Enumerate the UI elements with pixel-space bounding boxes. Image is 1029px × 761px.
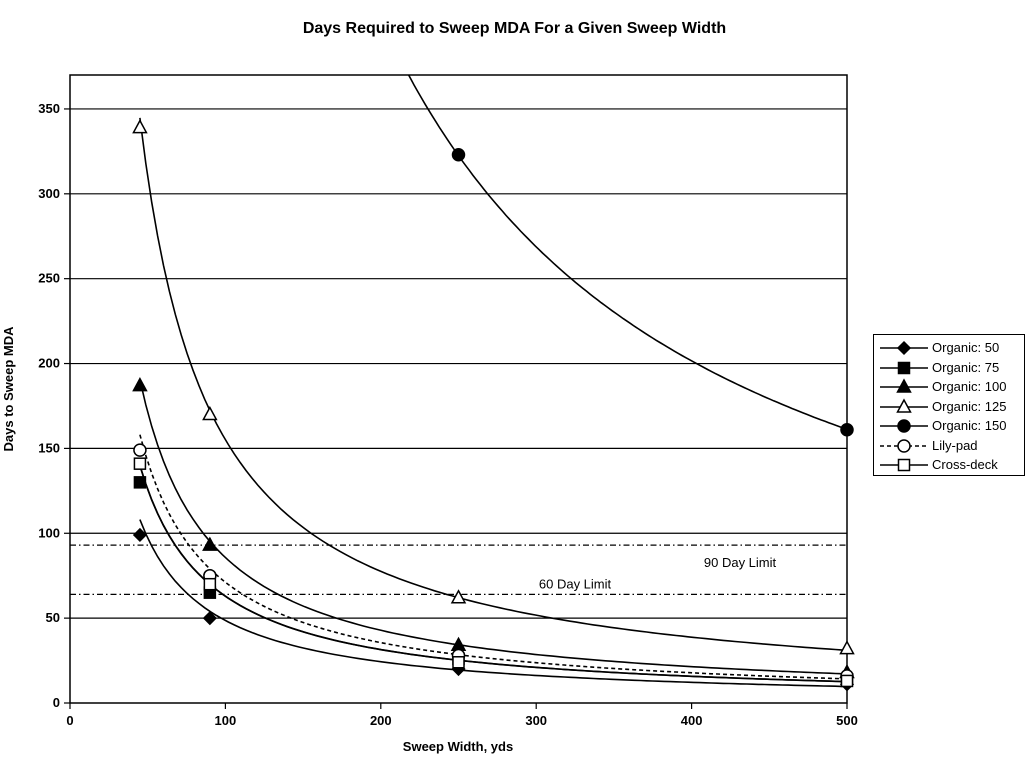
- y-tick-label: 0: [53, 695, 60, 710]
- data-point-square: [840, 674, 854, 688]
- reference-lines: 90 Day Limit 60 Day Limit: [70, 544, 847, 595]
- x-tick-label: 0: [66, 713, 73, 728]
- data-point-triangle: [132, 119, 148, 134]
- legend-label: Organic: 75: [932, 359, 1000, 375]
- legend-item: Organic: 125: [874, 397, 1024, 416]
- legend-item: Lily-pad: [874, 437, 1024, 455]
- legend-swatch: [880, 458, 928, 472]
- data-point-circle: [897, 438, 911, 453]
- legend-label: Lily-pad: [932, 437, 978, 453]
- data-point-square: [452, 656, 465, 669]
- legend-swatch: [880, 438, 928, 453]
- y-tick-label: 350: [38, 101, 60, 116]
- legend-item: Organic: 150: [874, 417, 1024, 435]
- data-point-square: [897, 361, 911, 374]
- data-point-triangle: [132, 377, 148, 392]
- y-tick-label: 150: [38, 440, 60, 455]
- y-tick-label: 300: [38, 186, 60, 201]
- series-line: [407, 75, 847, 431]
- series-lines: [139, 75, 847, 688]
- legend-item: Organic: 50: [874, 339, 1024, 357]
- data-point-circle: [133, 443, 147, 457]
- legend-label: Organic: 150: [932, 418, 1007, 433]
- series-line: [139, 519, 847, 688]
- legend-swatch: [880, 361, 928, 374]
- data-point-square: [203, 577, 217, 591]
- legend-swatch: [880, 340, 928, 356]
- x-tick-label: 500: [836, 713, 858, 728]
- data-point-diamond: [896, 340, 912, 356]
- data-point-triangle: [896, 378, 912, 393]
- series-markers: [132, 119, 855, 692]
- x-tick-label: 400: [681, 713, 703, 728]
- data-point-triangle: [896, 397, 912, 413]
- series-line: [139, 379, 847, 675]
- data-point-triangle: [450, 589, 467, 604]
- y-axis-title: Days to Sweep MDA: [1, 326, 16, 452]
- y-tick-label: 50: [46, 610, 60, 625]
- data-point-diamond: [202, 611, 217, 626]
- y-tick-label: 200: [38, 356, 60, 371]
- legend-item: Organic: 100: [874, 378, 1024, 396]
- y-tick-label: 100: [38, 525, 60, 540]
- x-tick-label: 200: [370, 713, 392, 728]
- data-point-square: [133, 476, 147, 489]
- gridlines: [70, 108, 847, 619]
- legend-label: Organic: 125: [932, 398, 1007, 414]
- legend-label: Organic: 50: [932, 340, 1000, 355]
- legend-item: Cross-deck: [874, 456, 1024, 474]
- reference-line-label: 90 Day Limit: [704, 555, 777, 570]
- legend-item: Organic: 75: [874, 359, 1024, 377]
- data-point-circle: [451, 148, 466, 162]
- x-axis-title: Sweep Width, yds: [403, 739, 513, 754]
- series-line: [139, 465, 847, 683]
- data-point-diamond: [132, 527, 147, 543]
- data-point-circle: [840, 422, 854, 437]
- plot-area-border: [69, 74, 848, 704]
- data-point-square: [897, 458, 911, 472]
- x-tick-label: 300: [525, 713, 547, 728]
- y-tick-label: 250: [38, 271, 60, 286]
- series-line: [139, 117, 847, 652]
- legend: Organic: 50 Organic: 75 Organic: 100 Organi…: [873, 334, 1025, 476]
- legend-swatch: [880, 419, 928, 433]
- data-point-triangle: [839, 640, 855, 655]
- legend-label: Organic: 100: [932, 379, 1007, 394]
- data-point-square: [133, 457, 147, 470]
- axis-ticks: 0 50 100 150 200 250 300 350 0 100 200 300 400 500: [38, 101, 858, 728]
- series-line: [139, 434, 847, 680]
- data-point-triangle: [202, 405, 218, 421]
- chart-title: Days Required to Sweep MDA For a Given S…: [302, 20, 727, 37]
- legend-label: Cross-deck: [932, 457, 998, 472]
- x-tick-label: 100: [215, 713, 237, 728]
- data-point-circle: [897, 419, 911, 433]
- legend-swatch: [880, 378, 928, 393]
- data-point-triangle: [202, 536, 218, 551]
- legend-swatch: [880, 397, 928, 413]
- reference-line-label: 60 Day Limit: [539, 576, 612, 591]
